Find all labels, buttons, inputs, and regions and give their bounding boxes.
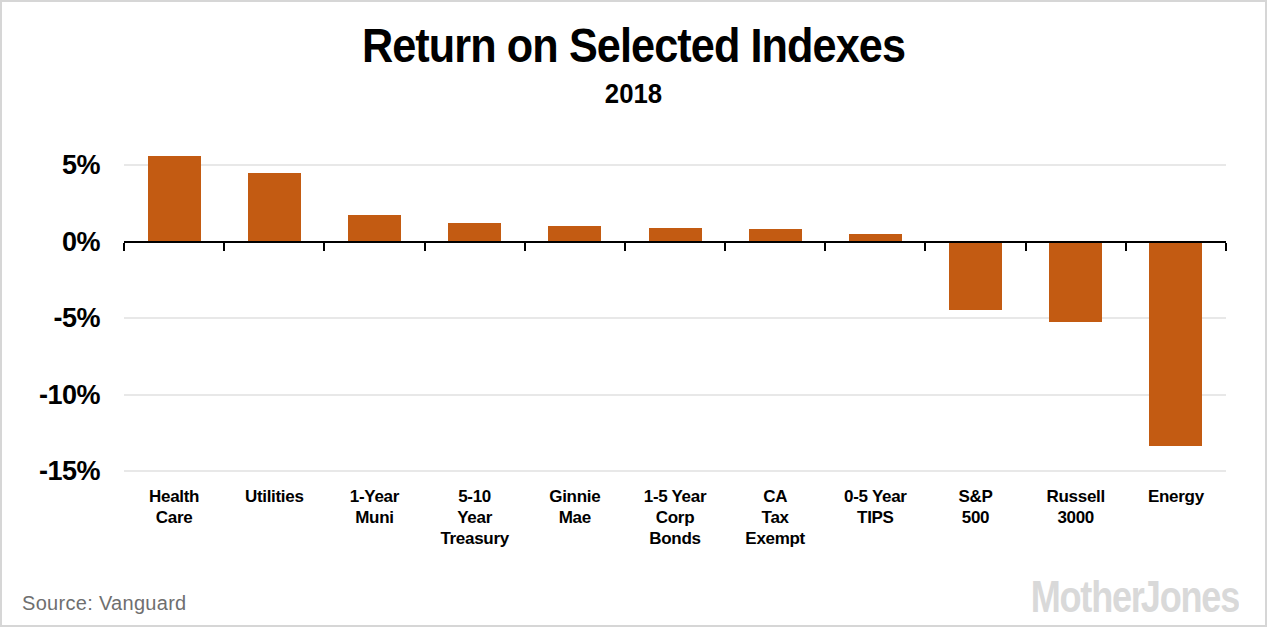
- x-label-1-year-muni: 1-YearMuni: [324, 486, 424, 528]
- bar-s-p-500: [949, 243, 1002, 310]
- x-label-line: Mae: [525, 507, 625, 528]
- y-tick-label-5: 5%: [2, 149, 100, 181]
- x-label-line: 1-Year: [324, 486, 424, 507]
- x-label-line: 3000: [1026, 507, 1126, 528]
- x-label-line: Bonds: [625, 528, 725, 549]
- axis-tick: [924, 243, 926, 251]
- axis-tick: [223, 243, 225, 251]
- y-tick-label-neg5: -5%: [2, 302, 100, 334]
- bar-energy: [1149, 243, 1202, 446]
- bar-5-10-year-treasury: [448, 223, 501, 241]
- bar-russell-3000: [1049, 243, 1102, 323]
- x-label-line: Care: [124, 507, 224, 528]
- x-label-line: Utilities: [224, 486, 324, 507]
- x-axis-line: [124, 241, 1226, 243]
- axis-tick: [1125, 243, 1127, 251]
- x-label-line: 5-10: [425, 486, 525, 507]
- x-label-line: Russell: [1026, 486, 1126, 507]
- x-label-line: 500: [925, 507, 1025, 528]
- bar-health-care: [148, 156, 201, 242]
- axis-tick: [824, 243, 826, 251]
- axis-tick: [1025, 243, 1027, 251]
- gridline-neg10: [124, 394, 1226, 396]
- chart-frame: Return on Selected Indexes 2018 5%0%-5%-…: [0, 0, 1267, 627]
- x-label-1-5-year-corp-bonds: 1-5 YearCorpBonds: [625, 486, 725, 549]
- x-label-line: 1-5 Year: [625, 486, 725, 507]
- x-label-line: Corp: [625, 507, 725, 528]
- axis-tick: [624, 243, 626, 251]
- bar-ginnie-mae: [548, 226, 601, 241]
- x-label-health-care: HealthCare: [124, 486, 224, 528]
- axis-tick: [524, 243, 526, 251]
- x-label-line: TIPS: [825, 507, 925, 528]
- x-label-line: CA: [725, 486, 825, 507]
- x-label-line: Tax: [725, 507, 825, 528]
- y-tick-label-0: 0%: [2, 226, 100, 258]
- axis-tick: [424, 243, 426, 251]
- bar-1-5-year-corp-bonds: [649, 228, 702, 242]
- bar-1-year-muni: [348, 215, 401, 241]
- x-label-utilities: Utilities: [224, 486, 324, 507]
- x-label-line: 0-5 Year: [825, 486, 925, 507]
- x-label-line: Energy: [1126, 486, 1226, 507]
- x-label-s-p-500: S&P500: [925, 486, 1025, 528]
- plot-area: 5% 0% -5% -10% -15% HealthCareUtilities1-Year…: [2, 2, 1265, 625]
- mother-jones-logo: Mother Jones: [1031, 572, 1239, 622]
- gridline-neg15: [124, 470, 1226, 472]
- y-tick-label-neg15: -15%: [2, 455, 100, 487]
- axis-tick: [323, 243, 325, 251]
- x-label-ca-tax-exempt: CATaxExempt: [725, 486, 825, 549]
- gridline-5: [124, 164, 1226, 166]
- axis-tick: [123, 243, 125, 251]
- x-label-line: S&P: [925, 486, 1025, 507]
- axis-tick: [1225, 243, 1227, 251]
- x-label-line: Treasury: [425, 528, 525, 549]
- y-tick-label-neg10: -10%: [2, 379, 100, 411]
- x-label-0-5-year-tips: 0-5 YearTIPS: [825, 486, 925, 528]
- x-label-energy: Energy: [1126, 486, 1226, 507]
- x-label-line: Ginnie: [525, 486, 625, 507]
- x-label-5-10-year-treasury: 5-10YearTreasury: [425, 486, 525, 549]
- x-label-ginnie-mae: GinnieMae: [525, 486, 625, 528]
- x-label-line: Muni: [324, 507, 424, 528]
- x-label-line: Exempt: [725, 528, 825, 549]
- bar-utilities: [248, 173, 301, 242]
- axis-tick: [724, 243, 726, 251]
- x-label-line: Year: [425, 507, 525, 528]
- x-label-line: Health: [124, 486, 224, 507]
- x-label-russell-3000: Russell3000: [1026, 486, 1126, 528]
- source-text: Source: Vanguard: [22, 592, 187, 615]
